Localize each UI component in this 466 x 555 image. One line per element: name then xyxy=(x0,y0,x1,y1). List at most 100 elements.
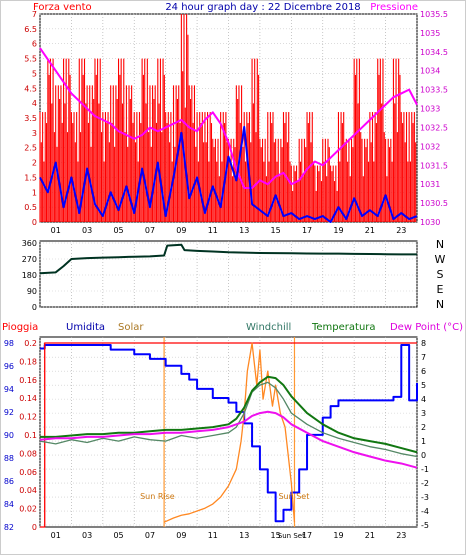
x-tick-label: 13 xyxy=(239,531,249,540)
x-tick-label: 15 xyxy=(271,226,281,235)
x-tick-label: 05 xyxy=(113,531,123,540)
direction-tick-label: 0 xyxy=(32,303,37,312)
temperature-tick-label: 8 xyxy=(421,339,426,348)
ticks-wind-pressure: 0 0.5 1 1.5 2 2.5 3 3.5 4 4.5 5 5.5 6 6.5 7 1030 1030.5 1… xyxy=(24,10,448,235)
x-tick-label: 13 xyxy=(239,226,249,235)
y-left-tick-label: 4 xyxy=(32,99,37,108)
x-tick-label: 19 xyxy=(333,531,343,540)
x-tick-label: 17 xyxy=(302,531,312,540)
series-pioggia xyxy=(40,342,417,528)
series-windchill xyxy=(39,381,418,458)
direction-tick-label: 180 xyxy=(22,271,37,280)
compass-label: E xyxy=(437,283,444,296)
humidity-tick-label: 82 xyxy=(4,523,14,532)
series-temperature xyxy=(39,337,418,528)
wind-axis-label: Forza vento xyxy=(33,2,92,13)
rain-tick-label: 0.14 xyxy=(19,394,37,403)
x-tick-label: 03 xyxy=(82,531,92,540)
legend-solar: Solar xyxy=(118,322,144,333)
temperature-tick-label: 3 xyxy=(421,409,426,418)
y-right-tick-label: 1031 xyxy=(420,180,440,189)
series-wind-pressure xyxy=(39,14,418,223)
y-left-tick-label: 3 xyxy=(32,129,37,138)
humidity-tick-label: 90 xyxy=(4,431,14,440)
legend-dew-point: Dew Point (°C) xyxy=(390,322,463,333)
temperature-tick-label: -3 xyxy=(421,493,429,502)
x-tick-label: 21 xyxy=(365,531,375,540)
ticks-temperature: 82848688909294969800.020.040.060.080.10.… xyxy=(4,339,429,540)
y-left-tick-label: 4.5 xyxy=(24,84,37,93)
rain-tick-label: 0.06 xyxy=(19,468,37,477)
humidity-tick-label: 98 xyxy=(4,339,14,348)
compass-label: S xyxy=(437,268,444,281)
temperature-tick-label: 5 xyxy=(421,381,426,390)
x-tick-label: 23 xyxy=(396,531,406,540)
temperature-tick-label: -2 xyxy=(421,479,429,488)
x-tick-sunset: Sun Set xyxy=(278,532,305,540)
y-right-tick-label: 1035 xyxy=(420,29,440,38)
x-tick-label: 03 xyxy=(82,226,92,235)
direction-tick-label: 90 xyxy=(27,287,37,296)
x-tick-label: 11 xyxy=(208,531,218,540)
direction-tick-label: 360 xyxy=(22,239,37,248)
x-tick-label: 01 xyxy=(51,226,61,235)
compass-label: N xyxy=(436,238,444,251)
humidity-tick-label: 88 xyxy=(4,454,14,463)
y-right-tick-label: 1030 xyxy=(420,218,440,227)
grid-wind-direction xyxy=(39,241,418,308)
x-tick-label: 15 xyxy=(271,531,281,540)
temperature-tick-label: 1 xyxy=(421,437,426,446)
series-temperatura xyxy=(40,375,418,454)
temperature-tick-label: 2 xyxy=(421,423,426,432)
x-tick-label: 11 xyxy=(208,226,218,235)
y-left-tick-label: 1 xyxy=(32,188,37,197)
y-right-tick-label: 1032.5 xyxy=(420,123,448,132)
humidity-tick-label: 92 xyxy=(4,408,14,417)
rain-tick-label: 0.1 xyxy=(24,431,37,440)
direction-tick-label: 270 xyxy=(22,255,37,264)
temperature-tick-label: 7 xyxy=(421,353,426,362)
y-left-tick-label: 5 xyxy=(32,69,37,78)
y-right-tick-label: 1031.5 xyxy=(420,161,448,170)
x-tick-label: 05 xyxy=(113,226,123,235)
temperature-tick-label: -1 xyxy=(421,465,429,474)
y-right-tick-label: 1035.5 xyxy=(420,10,448,19)
x-tick-label: 09 xyxy=(176,531,186,540)
y-left-tick-label: 2 xyxy=(32,159,37,168)
series-umidita xyxy=(40,344,418,523)
sunrise-annotation: Sun Rise xyxy=(140,492,175,501)
series-direzione-vento xyxy=(39,243,417,275)
humidity-tick-label: 86 xyxy=(4,477,14,486)
x-tick-label: 07 xyxy=(145,226,155,235)
series-pressione xyxy=(39,47,418,189)
series-dew-point xyxy=(39,410,418,469)
temperature-tick-label: -5 xyxy=(421,521,429,530)
temperature-tick-label: 6 xyxy=(421,367,426,376)
x-tick-label: 17 xyxy=(302,226,312,235)
x-tick-label: 23 xyxy=(396,226,406,235)
temperature-tick-label: -4 xyxy=(421,507,429,516)
legend-windchill: Windchill xyxy=(246,322,291,333)
y-left-tick-label: 7 xyxy=(32,10,37,19)
legend-pioggia: Pioggia xyxy=(2,322,38,333)
y-left-tick-label: 0.5 xyxy=(24,203,37,212)
legend-temperatura: Temperatura xyxy=(311,322,376,333)
y-right-tick-label: 1032 xyxy=(420,142,440,151)
legend-umidita: Umidita xyxy=(66,322,105,333)
rain-tick-label: 0.2 xyxy=(24,339,37,348)
humidity-tick-label: 84 xyxy=(4,500,14,509)
rain-tick-label: 0.04 xyxy=(19,486,37,495)
compass-label: W xyxy=(435,253,446,266)
y-right-tick-label: 1033.5 xyxy=(420,86,448,95)
rain-tick-label: 0 xyxy=(32,523,37,532)
y-right-tick-label: 1030.5 xyxy=(420,199,448,208)
temperature-tick-label: 4 xyxy=(421,395,426,404)
x-tick-label: 21 xyxy=(365,226,375,235)
temperature-tick-label: 0 xyxy=(421,451,426,460)
y-left-tick-label: 6.5 xyxy=(24,25,37,34)
y-left-tick-label: 0 xyxy=(32,218,37,227)
rain-tick-label: 0.18 xyxy=(19,357,37,366)
rain-tick-label: 0.08 xyxy=(19,449,37,458)
